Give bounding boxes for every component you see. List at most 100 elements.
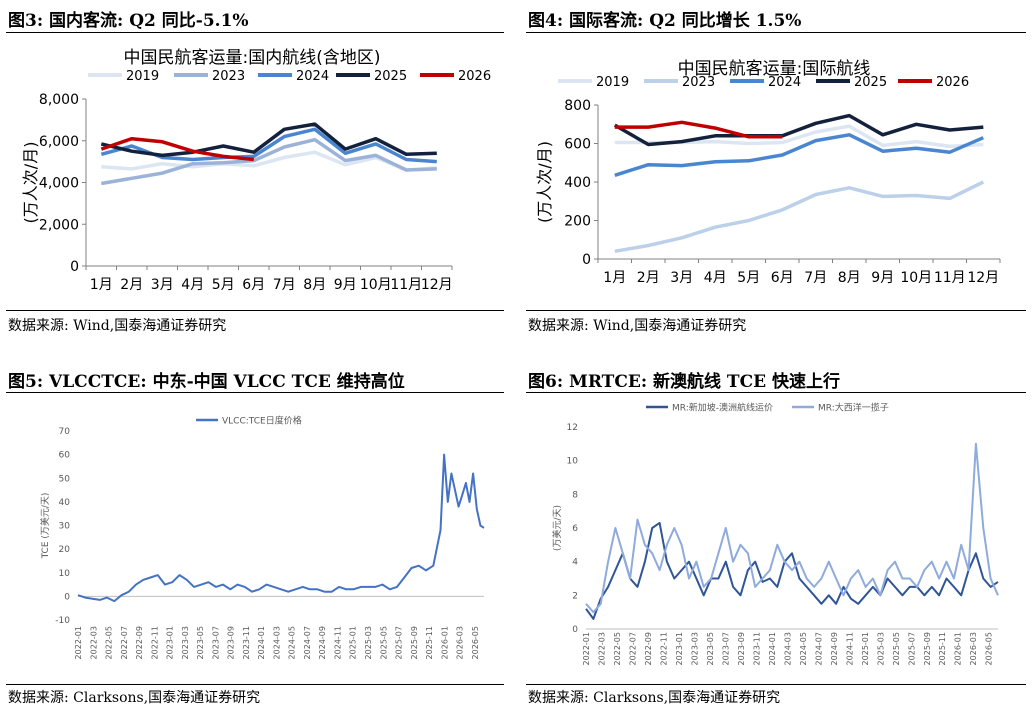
fig3-y-tick-label: 2,000 <box>39 217 79 233</box>
fig4-x-tick-label: 2月 <box>637 270 660 286</box>
fig5-x-tick-label: 2025-01 <box>349 626 358 659</box>
fig6-x-tick-label: 2022-09 <box>644 632 653 665</box>
fig6-x-tick-label: 2022-03 <box>597 632 606 665</box>
fig5-top-rule <box>6 392 504 393</box>
fig4-legend-label-2025: 2025 <box>854 75 887 90</box>
fig3-y-tick-label: 0 <box>70 259 79 275</box>
fig3-top-rule <box>6 32 504 33</box>
fig5-x-tick-label: 2025-07 <box>395 626 404 659</box>
fig6-x-tick-label: 2026-05 <box>985 632 994 665</box>
fig6-y-tick-label: 8 <box>572 490 578 500</box>
fig6-x-tick-label: 2023-09 <box>737 632 746 665</box>
fig5-x-tick-label: 2022-03 <box>89 626 98 659</box>
fig5-x-tick-label: 2022-07 <box>120 626 129 659</box>
fig3-legend-label-2026: 2026 <box>458 69 491 84</box>
fig3-x-tick-label: 5月 <box>212 277 235 293</box>
fig4-x-tick-label: 9月 <box>871 270 894 286</box>
fig5-x-tick-label: 2022-05 <box>105 626 114 659</box>
fig4-legend-label-2024: 2024 <box>768 75 801 90</box>
fig5-x-tick-label: 2023-05 <box>196 626 205 659</box>
fig5-y-tick-label: 20 <box>59 545 71 555</box>
fig4-title: 图4: 国际客流: Q2 同比增长 1.5% <box>528 11 802 31</box>
fig5-title: 图5: VLCCTCE: 中东-中国 VLCC TCE 维持高位 <box>8 372 405 392</box>
fig6-x-tick-label: 2024-11 <box>845 632 854 665</box>
fig5-x-tick-label: 2022-11 <box>150 626 159 659</box>
fig3-x-tick-label: 10月 <box>360 277 392 293</box>
fig5-x-tick-label: 2022-09 <box>135 626 144 659</box>
fig5-x-tick-label: 2026-01 <box>440 626 449 659</box>
fig4-chart: 中国民航客运量:国际航线 2019 2023 2024 2025 2026 0 200 400 6… <box>535 59 1001 286</box>
fig6-x-tick-label: 2022-01 <box>582 632 591 665</box>
fig6-title: 图6: MRTCE: 新澳航线 TCE 快速上行 <box>528 372 840 392</box>
fig6-x-tick-label: 2023-03 <box>690 632 699 665</box>
fig5-x-tick-label: 2024-01 <box>257 626 266 659</box>
fig5-y-tick-label: 70 <box>59 427 71 437</box>
fig4-y-tick-label: 0 <box>582 252 591 268</box>
fig4-series-line-2024 <box>614 133 984 177</box>
fig4-x-tick-label: 1月 <box>603 270 626 286</box>
fig6-y-axis-label: (万美元/天) <box>551 505 563 551</box>
fig6-x-tick-label: 2024-05 <box>799 632 808 665</box>
fig4-series-line-2025 <box>613 113 984 147</box>
fig5-x-tick-label: 2023-09 <box>227 626 236 659</box>
fig6-x-tick-label: 2025-03 <box>876 632 885 665</box>
fig6-x-tick-label: 2024-09 <box>830 632 839 665</box>
fig3-x-tick-label: 1月 <box>90 277 113 293</box>
fig4-series-line-2026 <box>614 120 783 139</box>
fig5-y-tick-label: 60 <box>59 451 71 461</box>
fig4-legend-label-2026: 2026 <box>936 75 969 90</box>
fig6-x-tick-label: 2025-07 <box>907 632 916 665</box>
fig6-chart: MR:新加坡-澳洲航线运价 MR:大西洋一揽子 0 2 4 6 8 10 12 2022-01 20… <box>551 402 999 665</box>
fig4-x-tick-label: 7月 <box>804 270 827 286</box>
fig3-x-tick-label: 3月 <box>151 277 174 293</box>
fig6-source: 数据来源: Clarksons,国泰海通证券研究 <box>528 690 781 706</box>
fig6-x-tick-label: 2025-05 <box>892 632 901 665</box>
fig6-x-tick-label: 2022-11 <box>659 632 668 665</box>
fig5-x-tick-label: 2024-09 <box>318 626 327 659</box>
fig5-x-tick-label: 2025-03 <box>364 626 373 659</box>
fig6-bottom-rule <box>526 684 1026 685</box>
fig5-x-tick-label: 2026-05 <box>471 626 480 659</box>
fig5-x-tick-label: 2023-11 <box>242 626 251 659</box>
fig4-series-line-2023 <box>614 180 985 254</box>
fig3-x-tick-label: 4月 <box>181 277 204 293</box>
fig3-x-tick-label: 12月 <box>421 277 453 293</box>
fig3-x-tick-label: 6月 <box>242 277 265 293</box>
fig4-y-tick-label: 800 <box>564 98 591 114</box>
fig3-legend-label-2023: 2023 <box>212 69 245 84</box>
fig5-source: 数据来源: Clarksons,国泰海通证券研究 <box>8 690 261 706</box>
fig6-series-line-0 <box>585 521 999 620</box>
fig5-bottom-rule <box>6 684 504 685</box>
fig4-x-tick-label: 10月 <box>900 270 932 286</box>
fig4-y-tick-label: 600 <box>564 137 591 153</box>
fig4-source: 数据来源: Wind,国泰海通证券研究 <box>528 318 747 334</box>
fig5-y-axis-label: TCE (万美元/天) <box>39 493 51 560</box>
fig5-x-tick-label: 2023-07 <box>211 626 220 659</box>
fig6-y-tick-label: 0 <box>572 625 578 635</box>
fig6-x-tick-label: 2023-05 <box>706 632 715 665</box>
fig5-y-tick-label: -10 <box>55 616 70 626</box>
fig6-x-tick-label: 2024-03 <box>783 632 792 665</box>
fig3-y-tick-label: 4,000 <box>39 176 79 192</box>
fig3-legend-label-2024: 2024 <box>296 69 329 84</box>
fig5-legend-label-0: VLCC:TCE日度价格 <box>222 415 302 427</box>
fig4-x-tick-label: 6月 <box>771 270 794 286</box>
fig5-x-tick-label: 2025-09 <box>410 626 419 659</box>
fig5-x-tick-label: 2024-03 <box>272 626 281 659</box>
fig4-x-tick-label: 12月 <box>967 270 999 286</box>
fig3-bottom-rule <box>6 310 504 311</box>
fig4-chart-title: 中国民航客运量:国际航线 <box>678 59 871 79</box>
fig5-x-tick-label: 2024-05 <box>288 626 297 659</box>
fig4-x-tick-label: 4月 <box>704 270 727 286</box>
fig6-x-tick-label: 2025-01 <box>861 632 870 665</box>
fig6-legend-label-0: MR:新加坡-澳洲航线运价 <box>672 402 773 414</box>
fig6-x-tick-label: 2026-03 <box>969 632 978 665</box>
fig3-series-line-2025 <box>100 122 437 158</box>
fig3-source: 数据来源: Wind,国泰海通证券研究 <box>8 318 227 334</box>
fig5-y-tick-label: 40 <box>59 498 71 508</box>
fig5-x-tick-label: 2025-11 <box>425 626 434 659</box>
fig6-top-rule <box>526 392 1026 393</box>
fig6-x-tick-label: 2023-01 <box>675 632 684 665</box>
fig4-x-tick-label: 3月 <box>670 270 693 286</box>
fig6-x-tick-label: 2022-07 <box>628 632 637 665</box>
